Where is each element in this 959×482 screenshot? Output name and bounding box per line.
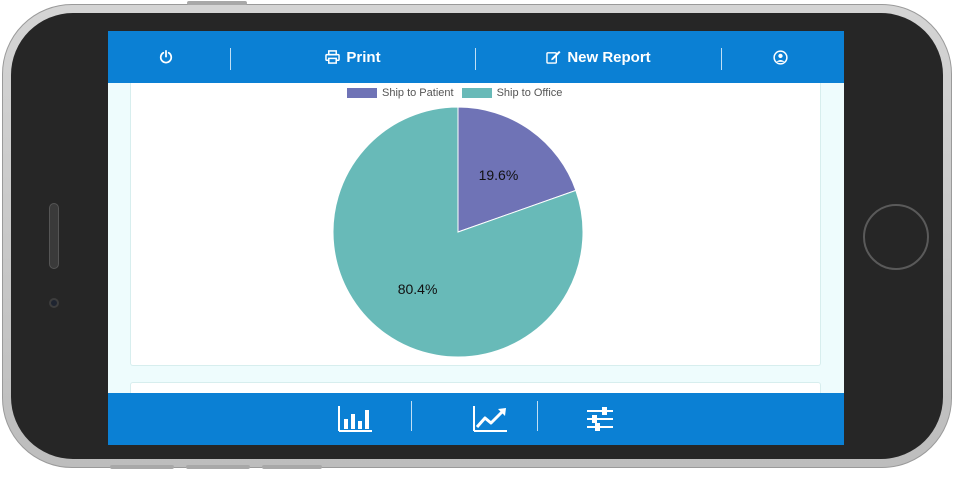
toolbar-divider bbox=[537, 401, 538, 431]
phone-home-button[interactable] bbox=[863, 204, 929, 270]
user-button[interactable] bbox=[722, 31, 844, 83]
pie-slice-ship-to-office[interactable] bbox=[332, 106, 584, 358]
edit-icon bbox=[546, 50, 561, 64]
print-label: Print bbox=[346, 48, 381, 66]
phone-side-button bbox=[187, 1, 247, 5]
toolbar-divider bbox=[721, 48, 722, 70]
bar-chart-icon bbox=[338, 406, 372, 432]
phone-camera bbox=[49, 298, 59, 308]
line-chart-button[interactable] bbox=[443, 393, 537, 445]
power-icon bbox=[159, 50, 173, 64]
pie-chart: 19.6% 80.4% bbox=[332, 106, 584, 358]
legend-item-ship-to-patient[interactable]: Ship to Patient bbox=[347, 87, 454, 99]
legend-label: Ship to Patient bbox=[382, 87, 454, 99]
toolbar-divider bbox=[230, 48, 231, 70]
user-circle-icon bbox=[772, 49, 788, 65]
print-icon bbox=[325, 50, 341, 64]
print-button[interactable]: Print bbox=[231, 31, 475, 83]
phone-speaker bbox=[49, 203, 59, 269]
bottom-toolbar bbox=[108, 393, 844, 445]
phone-volume-button bbox=[186, 465, 250, 469]
new-report-button[interactable]: New Report bbox=[476, 31, 721, 83]
legend-swatch bbox=[347, 88, 377, 98]
bar-chart-button[interactable] bbox=[308, 393, 402, 445]
new-report-label: New Report bbox=[567, 48, 651, 66]
phone-mute-switch bbox=[262, 465, 322, 469]
legend-label: Ship to Office bbox=[496, 87, 563, 99]
chart-card: Ship to Patient Ship to Office 19.6% 80.4… bbox=[130, 83, 821, 366]
pie-slice-label: 80.4% bbox=[398, 281, 438, 297]
phone-volume-button bbox=[110, 465, 174, 469]
app-screen: Ship to Patient Ship to Office 19.6% 80.4… bbox=[108, 31, 844, 445]
pie-slice-label: 19.6% bbox=[479, 167, 519, 183]
toolbar-divider bbox=[475, 48, 476, 70]
toolbar-divider bbox=[411, 401, 412, 431]
settings-button[interactable] bbox=[553, 393, 647, 445]
legend-item-ship-to-office[interactable]: Ship to Office bbox=[461, 87, 563, 99]
line-chart-icon bbox=[473, 406, 507, 432]
top-toolbar: Print New Report bbox=[108, 31, 844, 83]
chart-legend: Ship to Patient Ship to Office bbox=[347, 87, 570, 99]
sliders-icon bbox=[587, 407, 613, 431]
power-button[interactable] bbox=[108, 31, 230, 83]
legend-swatch bbox=[461, 88, 492, 98]
